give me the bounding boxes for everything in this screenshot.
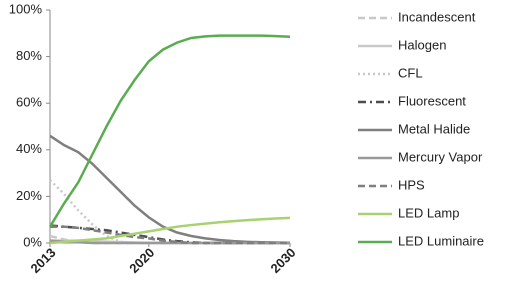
legend-label: LED Luminaire xyxy=(398,233,484,248)
x-tick-label: 2030 xyxy=(267,245,298,276)
legend-label: CFL xyxy=(398,65,423,80)
y-tick-label: 20% xyxy=(16,188,42,203)
series-line xyxy=(49,216,291,245)
x-tick-label: 2013 xyxy=(27,245,58,276)
x-tick-label: 2020 xyxy=(126,245,157,276)
legend-label: Incandescent xyxy=(398,9,476,24)
y-tick-label: 60% xyxy=(16,95,42,110)
series-line xyxy=(50,225,290,245)
legend-label: Mercury Vapor xyxy=(398,149,483,164)
y-tick-label: 100% xyxy=(9,1,43,16)
legend-label: Fluorescent xyxy=(398,93,466,108)
legend-label: Halogen xyxy=(398,37,446,52)
y-tick-label: 0% xyxy=(23,234,42,249)
y-tick-label: 40% xyxy=(16,141,42,156)
y-tick-label: 80% xyxy=(16,48,42,63)
series-line xyxy=(49,179,290,245)
legend-label: Metal Halide xyxy=(398,121,470,136)
series-line xyxy=(48,34,291,228)
legend-label: LED Lamp xyxy=(398,205,459,220)
legend-label: HPS xyxy=(398,177,425,192)
